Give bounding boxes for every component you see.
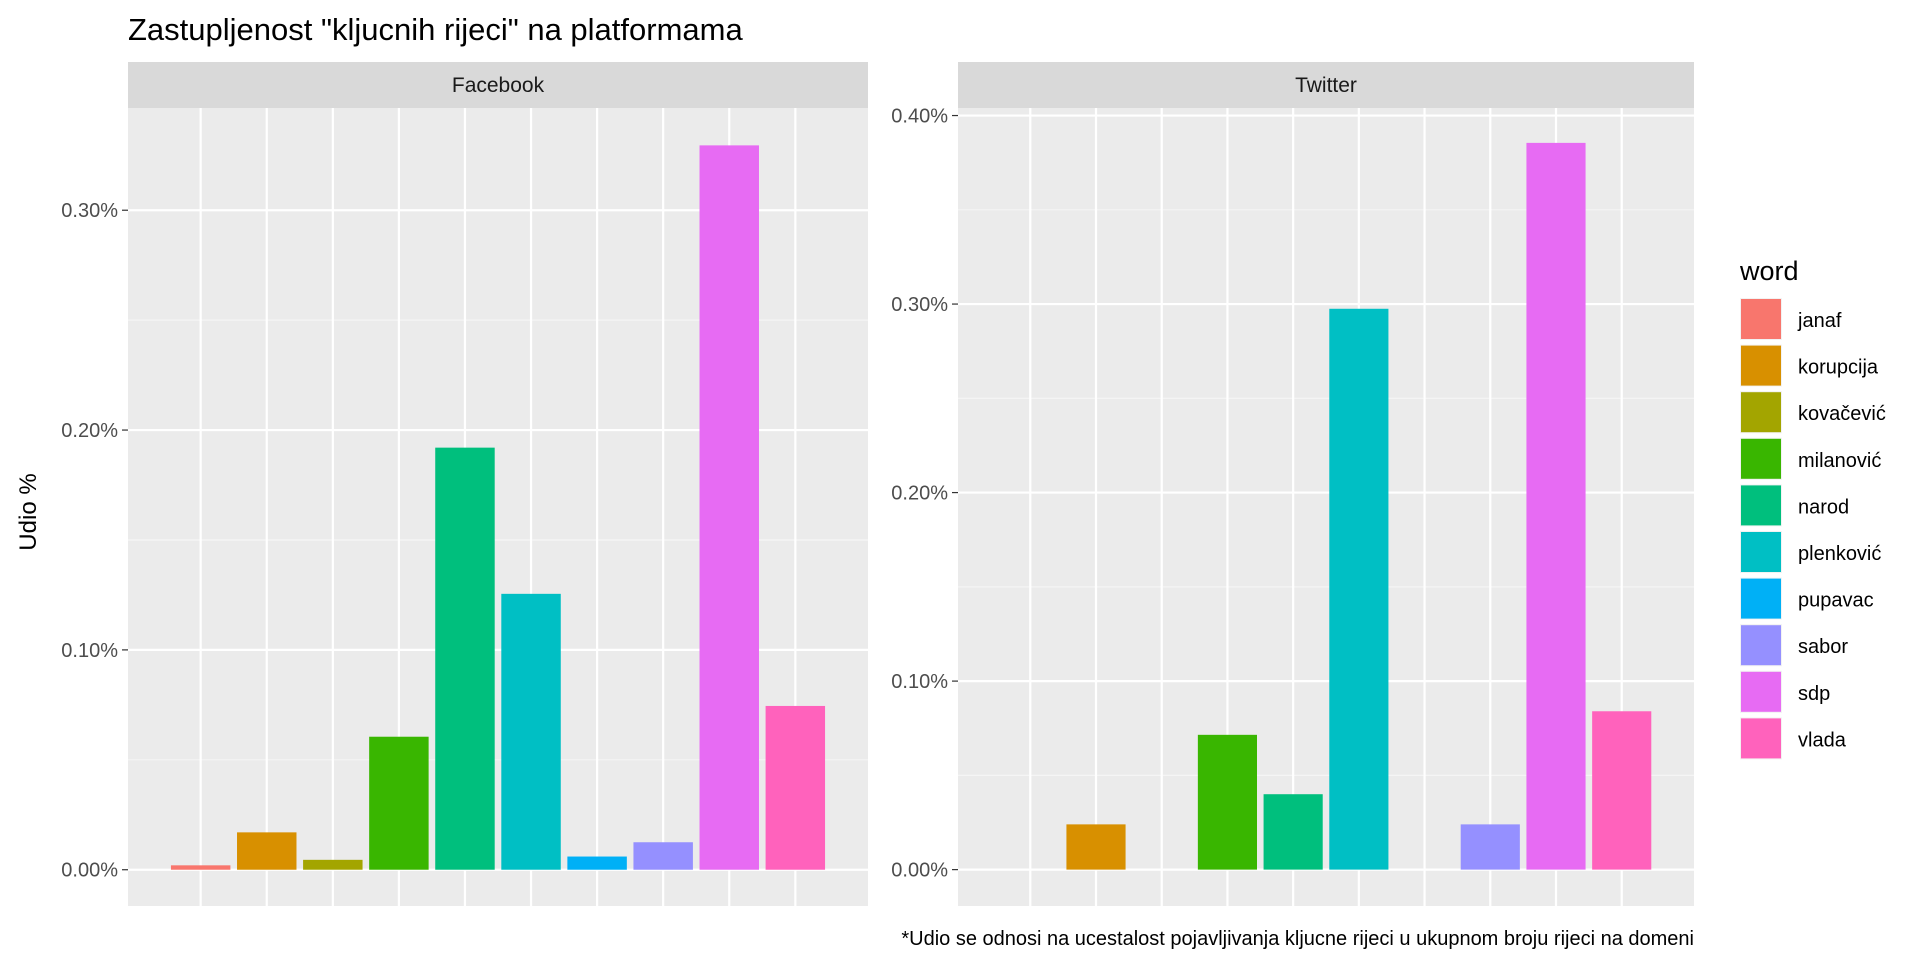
- facet-label: Facebook: [452, 74, 545, 97]
- legend-key-korupcija: [1741, 345, 1781, 386]
- chart-title: Zastupljenost "kljucnih rijeci" na platf…: [128, 12, 743, 47]
- legend-label-korupcija: korupcija: [1798, 357, 1879, 379]
- legend-label-milanović: milanović: [1798, 450, 1881, 472]
- legend-key-kovačević: [1741, 392, 1781, 433]
- y-tick-label: 0.00%: [891, 860, 948, 882]
- chart-caption: *Udio se odnosi na ucestalost pojavljiva…: [901, 928, 1694, 950]
- y-tick-label: 0.40%: [891, 106, 948, 128]
- legend-key-janaf: [1741, 299, 1781, 339]
- legend-key-sabor: [1741, 625, 1781, 666]
- bar-twitter-milanović: [1197, 734, 1257, 870]
- y-tick-label: 0.00%: [61, 860, 118, 882]
- bar-facebook-janaf: [170, 865, 231, 870]
- legend-label-kovačević: kovačević: [1798, 403, 1886, 425]
- legend-title: word: [1739, 256, 1799, 286]
- bar-facebook-korupcija: [237, 832, 297, 870]
- y-tick-label: 0.30%: [891, 294, 948, 316]
- legend-label-plenković: plenković: [1798, 543, 1881, 565]
- legend-key-sdp: [1741, 671, 1781, 712]
- bar-twitter-vlada: [1592, 711, 1652, 870]
- bar-facebook-sabor: [633, 842, 693, 870]
- y-tick-label: 0.10%: [891, 671, 948, 693]
- bar-facebook-kovačević: [303, 859, 363, 870]
- legend-label-vlada: vlada: [1798, 729, 1847, 751]
- bar-twitter-korupcija: [1066, 824, 1126, 870]
- bar-facebook-plenković: [501, 593, 561, 870]
- legend-label-narod: narod: [1798, 496, 1849, 518]
- y-tick-label: 0.20%: [61, 420, 118, 442]
- bar-twitter-sabor: [1460, 824, 1520, 870]
- panel-twitter: Twitter 0.00% 0.10% 0.20% 0.30% 0.40%: [891, 62, 1694, 906]
- y-tick-label: 0.10%: [61, 640, 118, 662]
- panel-facebook: Facebook 0.00% 0.10% 0.20% 0.30%: [61, 62, 868, 906]
- legend-label-sabor: sabor: [1798, 636, 1848, 658]
- facet-strip: [128, 62, 868, 108]
- y-tick-label: 0.20%: [891, 483, 948, 505]
- facet-label: Twitter: [1295, 74, 1357, 97]
- legend: word janaf korupcija kovačević milanović nar…: [1739, 256, 1886, 760]
- bar-twitter-sdp: [1526, 142, 1586, 870]
- bar-twitter-plenković: [1329, 308, 1389, 870]
- legend-label-janaf: janaf: [1797, 310, 1842, 332]
- legend-key-plenković: [1741, 532, 1781, 572]
- bar-facebook-sdp: [699, 145, 759, 870]
- bar-facebook-vlada: [765, 705, 826, 870]
- legend-key-milanović: [1741, 438, 1781, 479]
- bar-twitter-narod: [1263, 794, 1323, 870]
- legend-key-pupavac: [1741, 578, 1781, 619]
- bar-facebook-pupavac: [567, 856, 627, 870]
- bar-facebook-milanović: [369, 736, 429, 870]
- legend-key-vlada: [1741, 718, 1781, 759]
- chart-panels: Facebook 0.00% 0.10% 0.20% 0.30% Twitter 0.00%…: [61, 62, 1694, 906]
- bar-facebook-narod: [435, 447, 495, 870]
- legend-label-sdp: sdp: [1798, 683, 1830, 705]
- y-tick-label: 0.30%: [61, 200, 118, 222]
- legend-key-narod: [1741, 485, 1781, 526]
- y-axis-label: Udio %: [15, 473, 42, 550]
- legend-label-pupavac: pupavac: [1798, 590, 1874, 612]
- facet-strip: [958, 62, 1694, 108]
